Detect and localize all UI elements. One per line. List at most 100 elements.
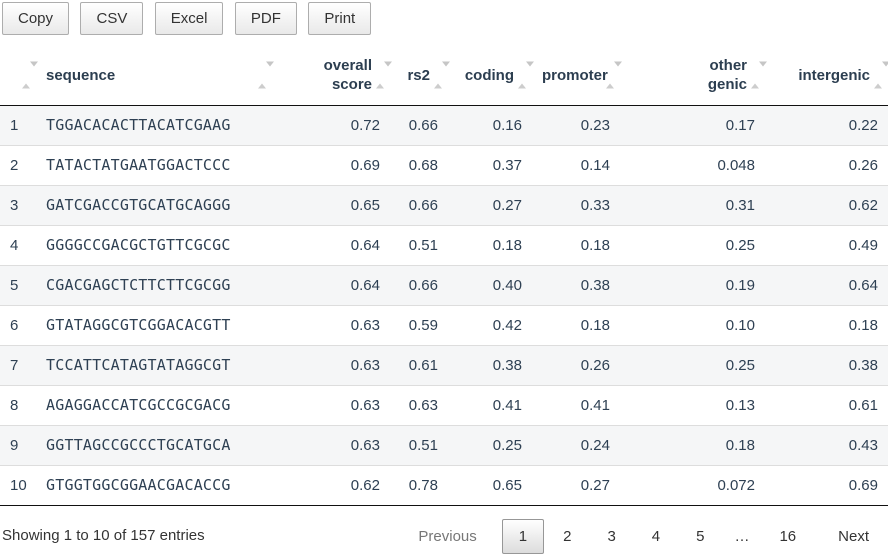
column-label: intergenic	[798, 66, 870, 84]
page-button-5[interactable]: 5	[696, 528, 705, 545]
page-button-1[interactable]: 1	[501, 519, 545, 554]
promoter-cell: 0.18	[532, 225, 620, 266]
intergenic-cell: 0.18	[765, 305, 888, 346]
coding-cell: 0.27	[448, 185, 532, 226]
table-row: 6 GTATAGGCGTCGGACACGTT 0.63 0.59 0.42 0.18 0.1…	[0, 305, 888, 346]
coding-cell: 0.65	[448, 465, 532, 506]
promoter-cell: 0.23	[580, 117, 610, 134]
intergenic-cell: 0.43	[765, 425, 888, 466]
overall-score-cell: 0.63	[272, 425, 390, 466]
promoter-cell: 0.14	[532, 145, 620, 186]
sort-icon	[22, 61, 38, 89]
sequence-cell: TGGACACACTTACATCGAAG	[46, 116, 231, 134]
coding-cell: 0.37	[448, 145, 532, 186]
sort-asc-icon	[434, 66, 442, 89]
coding-cell: 0.18	[448, 225, 532, 266]
column-header-coding[interactable]: coding	[448, 45, 534, 106]
coding-cell: 0.40	[448, 265, 532, 306]
rs2-cell: 0.51	[390, 425, 448, 466]
promoter-cell: 0.27	[532, 465, 620, 506]
row-index-cell: 1	[10, 117, 19, 134]
page-button-2[interactable]: 2	[563, 528, 572, 545]
sort-icon	[874, 61, 888, 89]
row-index-cell: 5	[0, 265, 36, 306]
row-index-cell: 6	[0, 305, 36, 346]
pagination: Previous 1 2 3 4 5 … 16 Next	[399, 519, 886, 554]
column-header-other-genic[interactable]: other genic	[620, 45, 767, 106]
sort-asc-icon	[376, 66, 384, 89]
overall-score-cell: 0.64	[272, 265, 390, 306]
other-genic-cell: 0.13	[620, 385, 765, 426]
table-row: 7 TCCATTCATAGTATAGGCGT 0.63 0.61 0.38 0.26 0.2…	[0, 345, 888, 386]
print-button[interactable]: Print	[308, 2, 372, 35]
rs2-cell: 0.66	[408, 117, 438, 134]
promoter-cell: 0.24	[532, 425, 620, 466]
pagination-ellipsis: …	[734, 528, 750, 545]
overall-score-cell: 0.64	[272, 225, 390, 266]
sort-asc-icon	[258, 66, 266, 89]
row-index-cell: 4	[0, 225, 36, 266]
rs2-cell: 0.51	[390, 225, 448, 266]
rs2-cell: 0.66	[390, 265, 448, 306]
coding-cell: 0.25	[448, 425, 532, 466]
column-label: sequence	[46, 66, 116, 84]
column-header-rs2[interactable]: rs2	[390, 45, 450, 106]
sort-icon	[518, 61, 534, 89]
sort-icon	[606, 61, 622, 89]
intergenic-cell: 0.69	[765, 465, 888, 506]
csv-button[interactable]: CSV	[80, 2, 144, 35]
table-row: 3 GATCGACCGTGCATGCAGGG 0.65 0.66 0.27 0.33 0.3…	[0, 185, 888, 226]
other-genic-cell: 0.25	[620, 345, 765, 386]
overall-score-cell: 0.62	[272, 465, 390, 506]
column-header-intergenic[interactable]: intergenic	[765, 45, 888, 106]
row-index-cell: 10	[0, 465, 36, 506]
sort-asc-icon	[874, 66, 882, 89]
excel-button[interactable]: Excel	[154, 2, 224, 35]
sequence-cell: GTATAGGCGTCGGACACGTT	[36, 305, 272, 346]
page-buttons: 1 2 3 4 5 … 16	[500, 519, 813, 554]
results-table: sequence overall score rs2 coding promot…	[0, 45, 888, 506]
overall-score-cell: 0.63	[272, 305, 390, 346]
page-button-4[interactable]: 4	[651, 528, 661, 545]
sequence-cell: CGACGAGCTCTTCTTCGCGG	[36, 265, 272, 306]
promoter-cell: 0.26	[532, 345, 620, 386]
sequence-cell: GGGGCCGACGCTGTTCGCGC	[36, 225, 272, 266]
sort-desc-icon	[882, 61, 888, 84]
overall-score-cell: 0.63	[272, 345, 390, 386]
column-label: overall score	[323, 57, 372, 93]
pdf-button[interactable]: PDF	[234, 2, 297, 35]
overall-score-cell: 0.69	[272, 145, 390, 186]
other-genic-cell: 0.25	[620, 225, 765, 266]
copy-button[interactable]: Copy	[2, 2, 70, 35]
rs2-cell: 0.59	[390, 305, 448, 346]
intergenic-cell: 0.62	[765, 185, 888, 226]
page-button-16[interactable]: 16	[779, 528, 797, 545]
rs2-cell: 0.66	[390, 185, 448, 226]
table-row: 9 GGTTAGCCGCCCTGCATGCA 0.63 0.51 0.25 0.24 0.1…	[0, 425, 888, 466]
promoter-cell: 0.38	[532, 265, 620, 306]
table-body: 1 TGGACACACTTACATCGAAG 0.72 0.66 0.16 0.23 0.1…	[0, 105, 888, 506]
column-label: promoter	[542, 66, 608, 84]
coding-cell: 0.41	[448, 385, 532, 426]
rs2-cell: 0.63	[390, 385, 448, 426]
table-row: 5 CGACGAGCTCTTCTTCGCGG 0.64 0.66 0.40 0.38 0.1…	[0, 265, 888, 306]
rs2-cell: 0.68	[390, 145, 448, 186]
column-header-sequence[interactable]: sequence	[36, 45, 274, 106]
sort-icon	[376, 61, 392, 89]
column-header-overall-score[interactable]: overall score	[272, 45, 392, 106]
column-header-promoter[interactable]: promoter	[532, 45, 622, 106]
coding-cell: 0.42	[448, 305, 532, 346]
promoter-cell: 0.41	[532, 385, 620, 426]
sequence-cell: AGAGGACCATCGCCGCGACG	[36, 385, 272, 426]
next-button[interactable]: Next	[838, 528, 869, 545]
previous-button[interactable]: Previous	[418, 528, 477, 545]
table-row: 4 GGGGCCGACGCTGTTCGCGC 0.64 0.51 0.18 0.18 0.2…	[0, 225, 888, 266]
row-index-cell: 8	[0, 385, 36, 426]
row-index-cell: 9	[0, 425, 36, 466]
column-header-index[interactable]	[0, 45, 38, 106]
sequence-cell: GGTTAGCCGCCCTGCATGCA	[36, 425, 272, 466]
page-button-3[interactable]: 3	[607, 528, 616, 545]
other-genic-cell: 0.10	[620, 305, 765, 346]
other-genic-cell: 0.31	[620, 185, 765, 226]
